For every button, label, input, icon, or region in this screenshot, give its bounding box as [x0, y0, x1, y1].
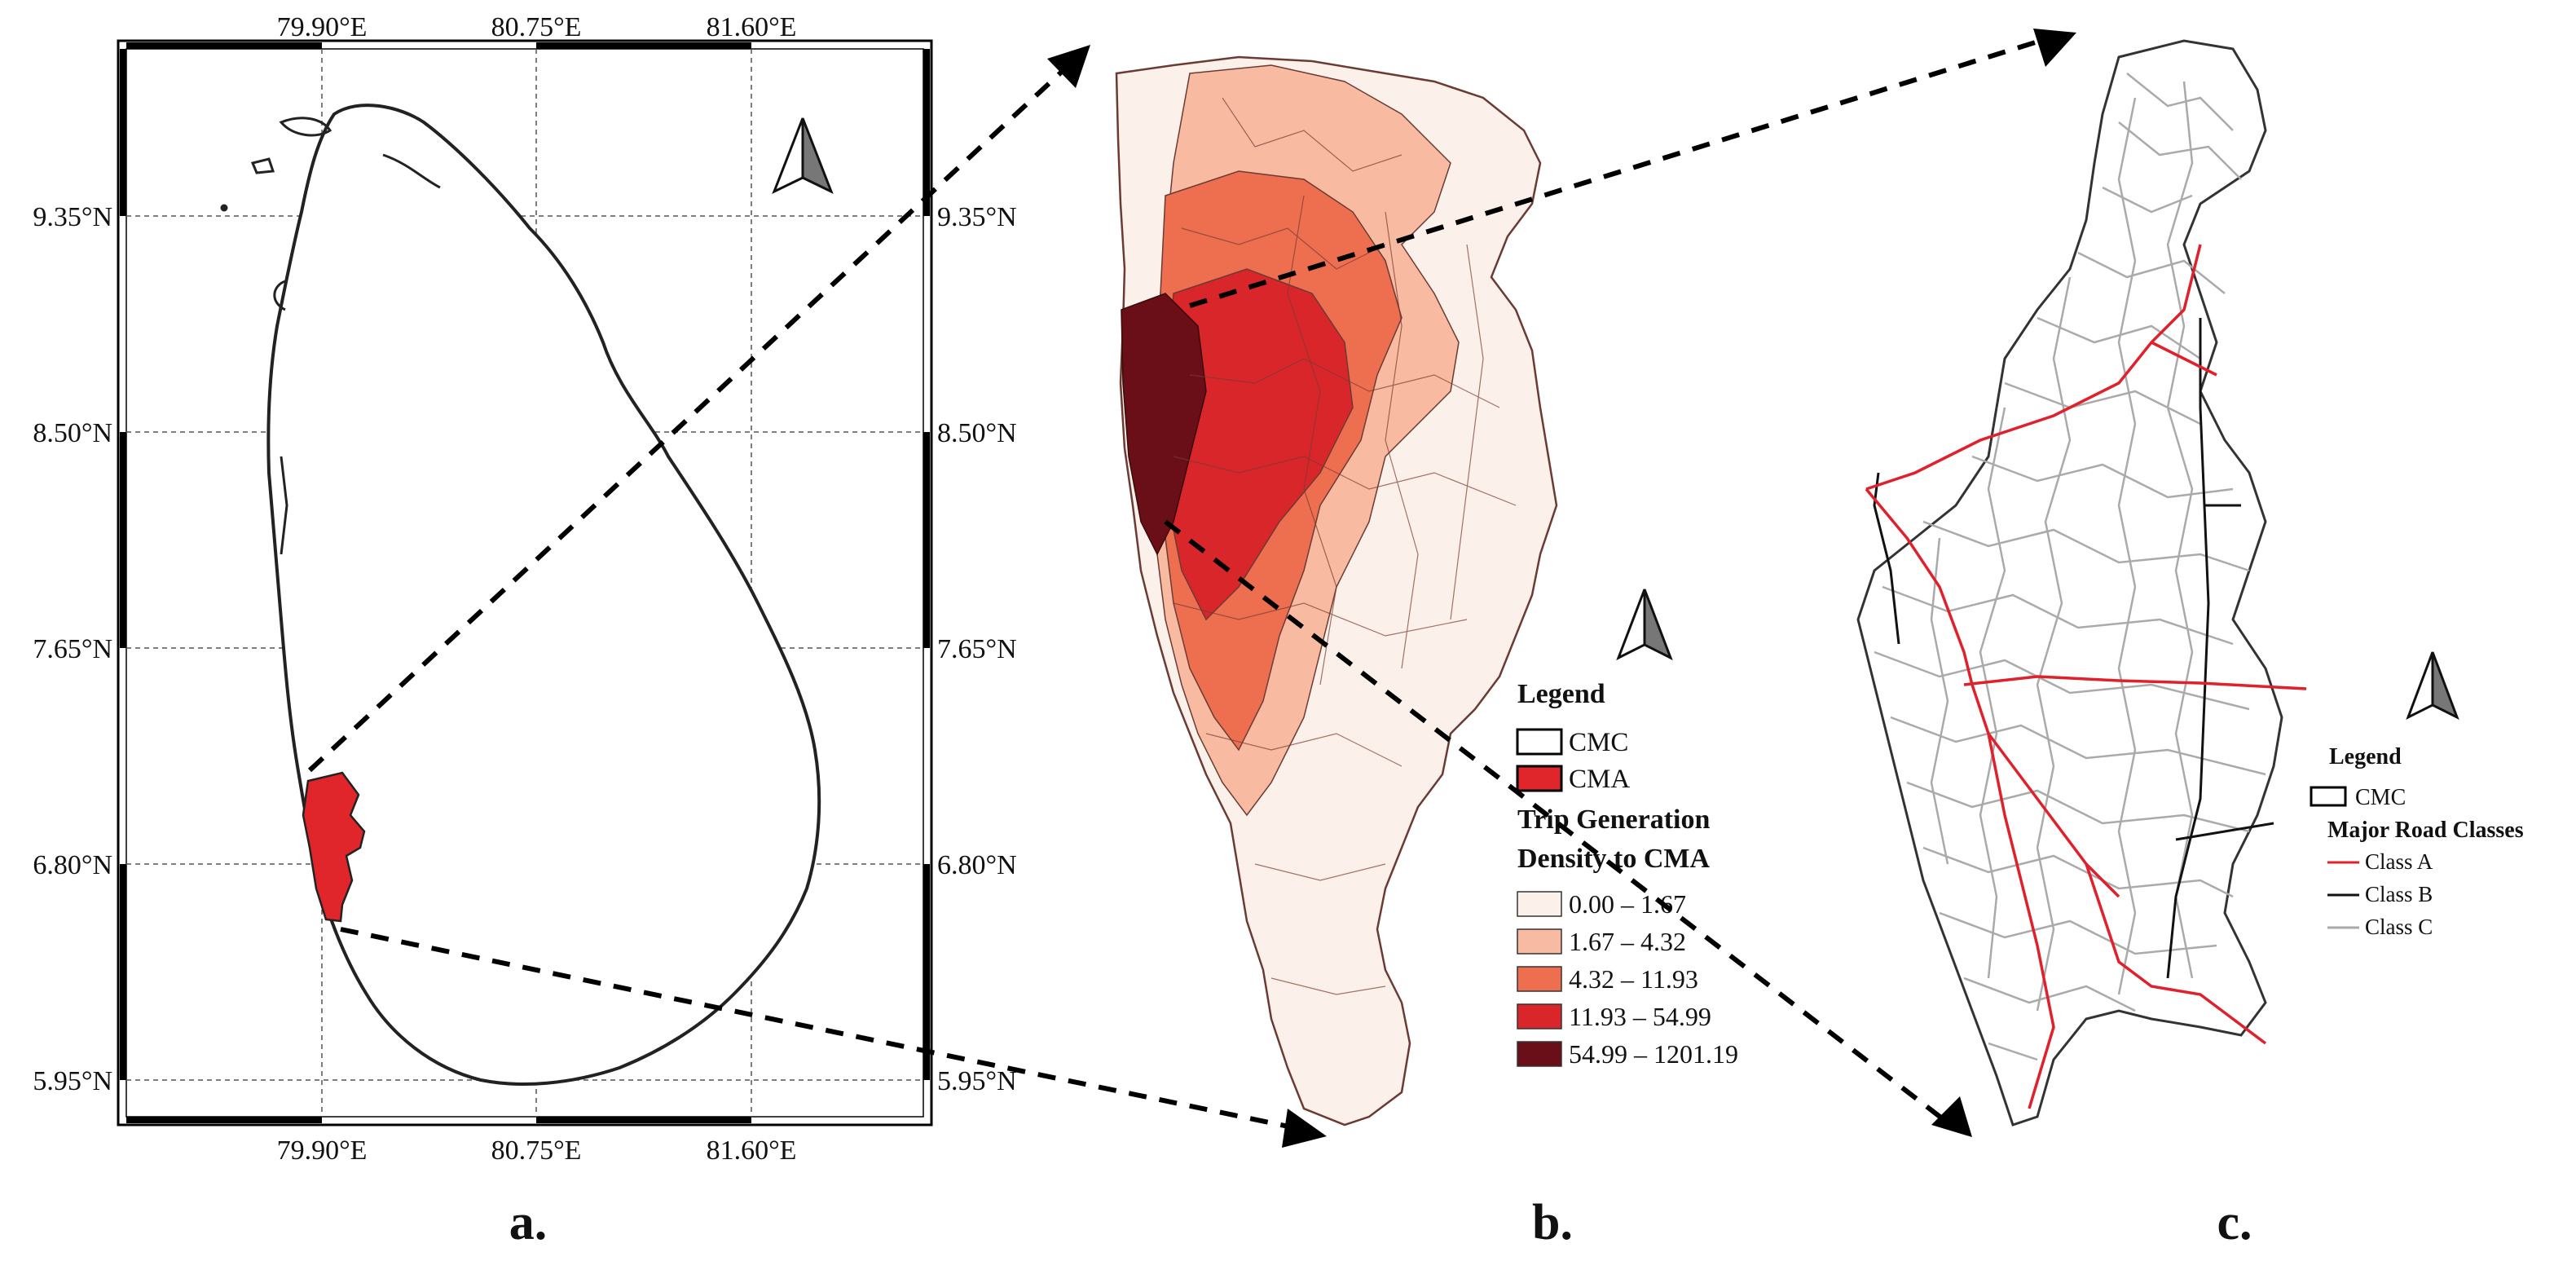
north-arrow-icon	[1616, 589, 1673, 661]
north-arrow-icon	[2406, 651, 2459, 721]
legend-class-label: 0.00 – 1.67	[1569, 889, 1686, 919]
panel-b: Legend CMC CMA Trip Generation Density t…	[1115, 55, 1738, 1250]
right-tick-label: 6.80°N	[937, 850, 1017, 880]
panel-a: 79.90°E 80.75°E 81.60°E 79.90°E 80.75°E …	[33, 12, 1016, 1250]
cmc-outline	[1856, 39, 2283, 1127]
top-tick-label: 80.75°E	[491, 12, 582, 42]
legend-swatch-class	[1517, 966, 1562, 992]
legend-swatch-cma	[1516, 765, 1563, 792]
left-tick-label: 8.50°N	[33, 418, 112, 448]
legend-road-label: Class A	[2365, 849, 2433, 874]
legend-swatch-class	[1517, 1041, 1562, 1067]
islands	[220, 117, 441, 555]
right-tick-label: 8.50°N	[937, 418, 1017, 448]
legend-label-cmc: CMC	[1569, 728, 1628, 757]
panel-b-legend: Legend CMC CMA Trip Generation Density t…	[1516, 679, 1738, 1069]
legend-swatch-class	[1517, 891, 1562, 917]
arrowheads	[1047, 29, 2076, 1148]
roads-title: Major Road Classes	[2327, 818, 2524, 843]
legend-class-label: 4.32 – 11.93	[1569, 964, 1698, 994]
cma-region	[302, 771, 366, 923]
legend-swatch-cmc	[1516, 728, 1563, 756]
density-title: Trip Generation	[1517, 805, 1710, 835]
density-title: Density to CMA	[1517, 844, 1711, 874]
arrowhead-icon	[2033, 29, 2076, 67]
panel-c-legend: Legend CMC Major Road Classes Class A Cl…	[2310, 744, 2524, 939]
legend-swatch-cmc	[2310, 786, 2347, 807]
class-b-roads	[1873, 318, 2274, 979]
north-arrow-icon	[772, 117, 834, 195]
legend-class-label: 54.99 – 1201.19	[1569, 1039, 1738, 1069]
zoom-arrows	[307, 34, 2055, 1135]
legend-swatch-class	[1517, 928, 1562, 955]
legend-label-cma: CMA	[1569, 765, 1630, 794]
legend-road-label: Class C	[2365, 915, 2433, 939]
zoom-arrow-cmc-lower	[1164, 519, 1957, 1131]
right-tick-label: 5.95°N	[937, 1066, 1017, 1096]
arrowhead-icon	[1931, 1096, 1972, 1137]
top-tick-label: 81.60°E	[707, 12, 797, 42]
bottom-tick-label: 80.75°E	[491, 1135, 582, 1166]
legend-swatch-class	[1517, 1003, 1562, 1030]
left-tick-label: 5.95°N	[33, 1066, 112, 1096]
density-zone-very-high	[1121, 293, 1207, 556]
bottom-tick-label: 81.60°E	[707, 1135, 797, 1166]
left-tick-label: 6.80°N	[33, 850, 112, 880]
left-tick-label: 7.65°N	[33, 634, 112, 664]
left-tick-label: 9.35°N	[33, 202, 112, 232]
zoom-arrow-upper	[307, 56, 1078, 773]
zoom-arrow-lower	[340, 927, 1314, 1135]
legend-title: Legend	[2329, 744, 2402, 769]
panel-a-caption: a.	[509, 1195, 548, 1250]
arrowhead-icon	[1282, 1109, 1327, 1148]
panel-c-caption: c.	[2217, 1195, 2252, 1250]
frame-scale-bars	[120, 42, 930, 1123]
panel-c: Legend CMC Major Road Classes Class A Cl…	[1856, 39, 2524, 1250]
right-tick-label: 9.35°N	[937, 202, 1017, 232]
legend-label-cmc: CMC	[2355, 785, 2406, 810]
top-tick-label: 79.90°E	[277, 12, 368, 42]
right-tick-label: 7.65°N	[937, 634, 1017, 664]
sri-lanka-outline	[266, 104, 821, 1086]
legend-class-label: 1.67 – 4.32	[1569, 927, 1686, 956]
class-c-roads	[1874, 73, 2266, 1061]
panel-b-caption: b.	[1532, 1195, 1573, 1250]
legend-road-label: Class B	[2365, 882, 2433, 906]
bottom-tick-label: 79.90°E	[277, 1135, 368, 1166]
class-a-roads	[1865, 244, 2307, 1109]
legend-title: Legend	[1517, 679, 1605, 709]
arrowhead-icon	[1047, 45, 1090, 88]
legend-class-label: 11.93 – 54.99	[1569, 1002, 1711, 1031]
district-boundaries	[1173, 97, 1517, 995]
zoom-arrow-cmc-upper	[1189, 34, 2055, 308]
